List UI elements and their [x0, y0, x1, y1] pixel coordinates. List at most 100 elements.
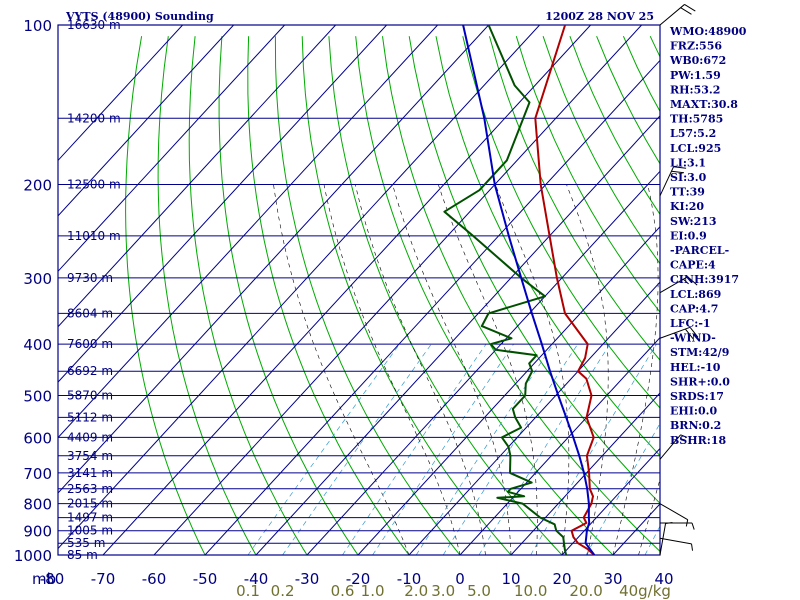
pressure-tick-label: 400	[23, 336, 52, 354]
index-entry: BSHR:18	[670, 434, 726, 447]
mixing-ratio-label: 0.1	[236, 582, 260, 600]
index-entry: STM:42/9	[670, 346, 729, 359]
height-labels: 16630 m 14200 m 12500 m 11010 m 9730 m 8604 m…	[67, 18, 121, 562]
index-entry: LI:3.1	[670, 156, 706, 169]
mixing-ratio-label: 3.0	[431, 582, 455, 600]
index-entry: EI:0.9	[670, 229, 707, 242]
plot-frame	[57, 24, 661, 556]
height-label: 2015 m	[67, 497, 113, 511]
pressure-tick-label: 900	[23, 523, 52, 541]
index-entry: KI:20	[670, 200, 704, 213]
pressure-tick-label: 700	[23, 465, 52, 483]
mixing-ratio-label: 1.0	[361, 582, 385, 600]
mixing-ratio-label: 5.0	[467, 582, 491, 600]
mixing-ratio-label: 20.0	[569, 582, 602, 600]
index-entry: FRZ:556	[670, 40, 722, 53]
temperature-tick-label: 10	[501, 570, 520, 588]
index-entry: CAP:4.7	[670, 302, 718, 315]
isotherm-line	[58, 25, 387, 383]
dry-adiabat-line	[515, 36, 660, 313]
isotherm-line	[102, 25, 591, 555]
height-label: 16630 m	[67, 18, 121, 32]
isotherm-line	[58, 25, 285, 273]
height-label: 535 m	[67, 536, 105, 550]
height-label: 1497 m	[67, 511, 113, 525]
index-entry: -PARCEL-	[670, 244, 729, 257]
moist-adiabat-line	[638, 478, 660, 555]
height-label: 3754 m	[67, 449, 113, 463]
index-entry: WB0:672	[669, 54, 726, 67]
mixing-ratio-label: 10.0	[514, 582, 547, 600]
pressure-tick-label: 500	[23, 388, 52, 406]
parcel-line	[462, 25, 596, 555]
dry-adiabat-line	[188, 36, 308, 555]
dry-adiabat-line	[157, 36, 257, 555]
height-label: 1005 m	[67, 524, 113, 538]
temperature-tick-label: 20	[552, 570, 571, 588]
temperature-tick-label: -50	[193, 570, 218, 588]
pressure-axis: 100 200 300 400 500 600 700 800 900 1000	[14, 17, 52, 565]
temperature-line	[534, 25, 596, 555]
dry-adiabat-line	[125, 36, 206, 555]
height-label: 11010 m	[67, 229, 121, 243]
mixing-ratio-label: 0.2	[271, 582, 295, 600]
isotherm-line	[58, 25, 234, 217]
pressure-tick-label: 100	[23, 17, 52, 35]
index-entry: TH:5785	[670, 113, 723, 126]
isotherm-line	[306, 170, 660, 555]
sounding-time: 1200Z 28 NOV 25	[545, 10, 654, 23]
height-label: 12500 m	[67, 178, 121, 192]
temperature-tick-label: -10	[397, 570, 422, 588]
isotherm-line	[58, 25, 438, 439]
mixing-ratio-label: 2.0	[404, 582, 428, 600]
dry-adiabat-line	[542, 36, 660, 265]
chart-title: VYTS (48900) Sounding	[65, 10, 214, 23]
moist-adiabat-line	[566, 184, 609, 555]
index-entry: -WIND-	[670, 332, 716, 345]
index-entry: SHR+:0.0	[670, 375, 730, 388]
index-entry: RH:53.2	[670, 83, 720, 96]
temperature-tick-label: -30	[295, 570, 320, 588]
temperature-tick-label: 30	[603, 570, 622, 588]
pressure-tick-label: 800	[23, 496, 52, 514]
height-label: 85 m	[67, 548, 98, 562]
dry-adiabat-line	[274, 36, 461, 555]
index-entry: LFC:-1	[670, 317, 711, 330]
pressure-tick-label: 1000	[14, 547, 52, 565]
height-label: 6692 m	[67, 364, 113, 378]
moist-adiabat-line	[438, 184, 538, 555]
wind-barb	[659, 166, 687, 196]
pressure-tick-label: 600	[23, 429, 52, 447]
isotherm-line	[357, 226, 660, 555]
temperature-tick-label: -40	[244, 570, 269, 588]
height-label: 5870 m	[67, 389, 113, 403]
isotherm-line	[204, 59, 660, 555]
temperature-tick-label: -20	[346, 570, 371, 588]
height-label: 5112 m	[67, 410, 113, 424]
isotherm-line	[58, 25, 489, 494]
height-label: 14200 m	[67, 111, 121, 125]
index-entry: PW:1.59	[670, 69, 721, 82]
temperature-tick-label: 0	[455, 570, 465, 588]
index-entry: WMO:48900	[669, 25, 747, 38]
wind-barb	[659, 4, 696, 26]
height-label: 9730 m	[67, 271, 113, 285]
wind-barb	[659, 537, 694, 551]
height-label: 7600 m	[67, 337, 113, 351]
wind-barbs	[659, 4, 699, 556]
isotherm-line	[408, 281, 660, 555]
temperature-tick-label: -70	[91, 570, 116, 588]
isotherm-line	[459, 336, 660, 555]
mixing-ratio-labels: 0.1 0.2 0.6 1.0 2.0 3.0 5.0 10.0 20.0 40g/kg	[236, 582, 671, 600]
dry-adiabat-line	[218, 36, 359, 555]
wind-barb	[659, 521, 673, 556]
index-entry: L57:5.2	[670, 127, 716, 140]
index-entry: MAXT:30.8	[670, 98, 738, 111]
wind-barb	[659, 326, 699, 340]
index-entry: LCL:925	[670, 142, 721, 155]
wind-barb	[659, 434, 688, 460]
temperature-axis: mb-80 -70 -60 -50 -40 -30 -20 -10 0 10 20 30 40	[32, 570, 674, 588]
pressure-tick-label: 300	[23, 270, 52, 288]
pressure-tick-label: 200	[23, 177, 52, 195]
